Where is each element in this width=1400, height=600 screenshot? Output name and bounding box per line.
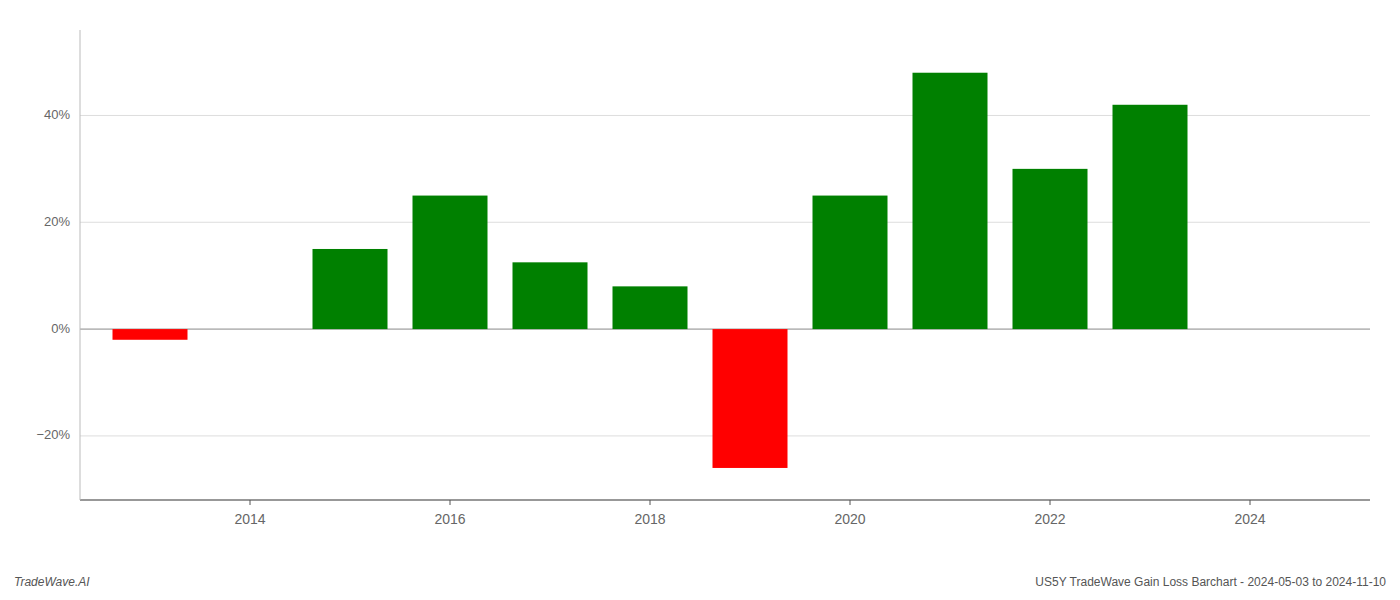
y-tick-labels: −20% 0% 20% 40% [36,107,70,442]
x-tick-label: 2020 [834,511,865,527]
bar [313,249,388,329]
x-tick-label: 2014 [234,511,265,527]
x-tick-label: 2022 [1034,511,1065,527]
bar [813,196,888,330]
chart: −20% 0% 20% 40% 2014 2016 2018 2020 2022 2024 Trad… [0,0,1400,600]
bar [413,196,488,330]
x-tick [450,500,451,505]
axes [80,30,1370,500]
x-tick [1250,500,1251,505]
x-tick-label: 2018 [634,511,665,527]
x-axis-line [80,499,1370,500]
x-ticks: 2014 2016 2018 2020 2022 2024 [234,500,1265,527]
footer-right: US5Y TradeWave Gain Loss Barchart - 2024… [1035,575,1386,589]
y-tick-label: −20% [36,427,70,442]
y-tick-label: 40% [44,107,70,122]
bar [513,262,588,329]
bar [713,329,788,468]
bar [913,73,988,329]
x-tick-label: 2016 [434,511,465,527]
y-axis-line [80,30,81,500]
x-tick [850,500,851,505]
y-tick-label: 20% [44,214,70,229]
footer-left: TradeWave.AI [14,575,90,589]
bar [613,286,688,329]
x-tick [250,500,251,505]
bar [1113,105,1188,329]
bar [113,329,188,340]
bars [113,73,1188,468]
x-tick-label: 2024 [1234,511,1265,527]
x-tick [650,500,651,505]
bar [1013,169,1088,329]
x-tick [1050,500,1051,505]
y-tick-label: 0% [51,321,70,336]
